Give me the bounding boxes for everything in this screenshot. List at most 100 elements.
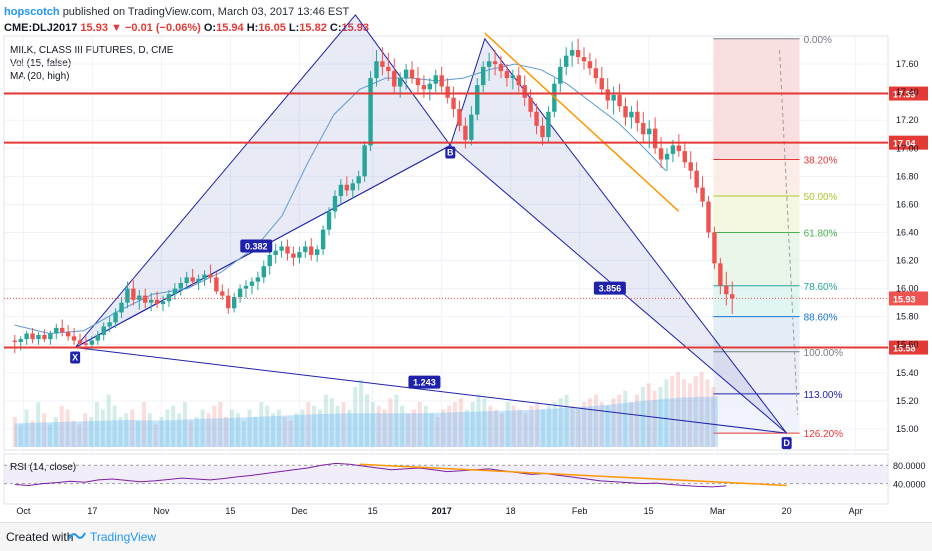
pattern-ratio-badge (240, 239, 273, 253)
candle-body (492, 61, 498, 65)
candle-body (332, 195, 338, 212)
volume-bar (476, 394, 481, 447)
candle-body (658, 148, 664, 160)
candle-body (475, 85, 480, 115)
candle-body (706, 201, 711, 233)
volume-bar (411, 409, 416, 447)
volume-bar (188, 420, 193, 447)
volume-bar (394, 394, 399, 447)
volume-bar (218, 402, 223, 447)
volume-bar (693, 375, 698, 447)
candle-body (676, 145, 682, 152)
candle-body (326, 211, 332, 230)
volume-bar (282, 417, 287, 447)
volume-bar (517, 409, 522, 447)
volume-bar (470, 402, 475, 447)
volume-bar (676, 372, 681, 447)
candle-body (113, 312, 118, 323)
pattern-point-badge (781, 437, 792, 450)
volume-bar (541, 409, 546, 447)
candle-body (320, 229, 326, 250)
volume-bar (329, 398, 334, 447)
volume-bar (417, 402, 422, 447)
candle-body (730, 294, 735, 299)
volume-bar (106, 394, 111, 447)
volume-bar (494, 409, 499, 447)
candle-body (421, 85, 427, 90)
volume-bar (53, 417, 58, 447)
volume-bar (711, 387, 716, 447)
candle-body (42, 334, 47, 340)
volume-bar (617, 394, 622, 447)
volume-bar (294, 413, 299, 447)
volume-bar (312, 405, 317, 447)
volume-ma-area (14, 396, 718, 447)
candle-body (107, 322, 112, 327)
rsi-label: RSI (14, close) (10, 462, 76, 473)
candle-body (469, 114, 474, 140)
candle-body (190, 277, 195, 282)
last-price: 15.93 (80, 22, 108, 34)
fib-level-label: 88.60% (804, 313, 838, 324)
open-value: 15.94 (216, 22, 244, 34)
candle-body (694, 170, 699, 188)
volume-bar (159, 417, 164, 447)
volume-bar (664, 379, 669, 447)
volume-bar (300, 409, 305, 447)
volume-bar (24, 409, 29, 447)
fib-zone (713, 232, 800, 286)
volume-bar (370, 402, 375, 447)
volume-bar (364, 394, 369, 447)
volume-bar (30, 420, 35, 447)
tradingview-link[interactable]: TradingView (90, 530, 157, 544)
volume-bar (118, 417, 123, 447)
fib-level-label: 38.20% (804, 155, 838, 166)
candle-body (54, 327, 59, 334)
candle-body (166, 294, 172, 302)
x-axis: Oct 17 Nov 15 Dec 15 2017 18 Feb 15 Mar 20 Apr (16, 506, 862, 516)
volume-bar (634, 394, 639, 447)
y-tick-label: 16.20 (896, 256, 919, 266)
candle-body (291, 253, 296, 258)
candle-body (101, 326, 106, 335)
candle-body (285, 246, 290, 254)
candle-body (350, 183, 355, 191)
volume-bar (136, 420, 141, 447)
volume-bar (224, 417, 229, 447)
y-axis: 17.60 17.40 17.20 17.00 16.80 16.60 16.40 16.20… (896, 59, 919, 434)
candle-body (220, 291, 225, 296)
candle-body (314, 249, 320, 255)
x-tick-label: Mar (710, 506, 726, 516)
candle-body (558, 66, 563, 84)
candle-body (569, 50, 575, 56)
x-tick-label: Apr (849, 506, 863, 516)
price-chart[interactable]: MILK, CLASS III FUTURES, D, CME Vol (15,… (0, 0, 932, 522)
volume-bar (100, 409, 105, 447)
candle-body (297, 252, 302, 258)
fib-level-label: 100.00% (804, 348, 844, 359)
candle-body (143, 295, 148, 303)
candle-body (202, 274, 207, 279)
candle-body (178, 282, 183, 289)
volume-bar (670, 375, 675, 447)
down-arrow-icon: ▼ (111, 22, 122, 34)
candle-body (397, 78, 403, 87)
volume-bar (112, 405, 117, 447)
candle-body (724, 285, 729, 295)
volume-bar (171, 405, 176, 447)
author-link[interactable]: hopscotch (4, 6, 60, 18)
volume-bar (435, 417, 440, 447)
volume-bar (276, 409, 281, 447)
x-tick-label: 17 (87, 506, 97, 516)
publish-text: published on TradingView.com, March 03, … (62, 6, 350, 18)
candle-body (309, 246, 314, 255)
x-tick-label: Feb (572, 506, 588, 516)
candle-body (231, 297, 237, 309)
candle-body (119, 302, 124, 313)
volume-bar (141, 402, 146, 447)
price-level-label: 15.58 (893, 344, 916, 354)
candle-body (611, 94, 616, 101)
candle-body (184, 277, 189, 283)
low-value: 15.82 (299, 22, 327, 34)
rsi-line (14, 462, 727, 488)
